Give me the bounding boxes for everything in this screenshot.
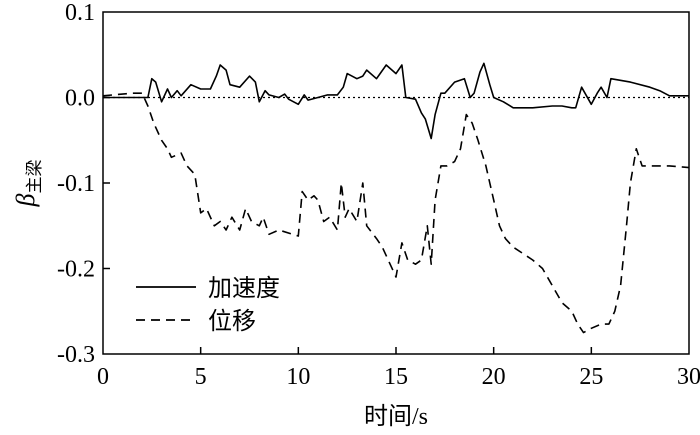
y-ticks: 0.1 0.0 -0.1 -0.2 -0.3 (57, 0, 110, 368)
legend-label-acceleration: 加速度 (208, 274, 280, 302)
legend: 加速度 位移 (136, 274, 280, 335)
series-layer (102, 62, 690, 334)
x-tick-label: 20 (482, 364, 506, 390)
y-tick-label: 0.0 (65, 86, 95, 112)
y-axis-label: β主梁 (11, 160, 45, 208)
plot-area: 0 5 10 15 20 25 30 0.1 0.0 -0.1 -0.2 -0.3 (57, 0, 700, 390)
x-tick-label: 5 (195, 364, 207, 390)
y-tick-label: -0.2 (57, 257, 95, 283)
x-tick-label: 30 (677, 364, 700, 390)
x-tick-label: 0 (97, 364, 109, 390)
y-tick-label: 0.1 (65, 0, 95, 26)
legend-label-displacement: 位移 (208, 307, 256, 335)
y-axis-label-main: β (11, 193, 40, 207)
x-ticks: 0 5 10 15 20 25 30 (97, 347, 700, 390)
plot-frame (102, 11, 690, 355)
y-tick-label: -0.3 (57, 342, 95, 368)
svg-text:β主梁: β主梁 (11, 160, 45, 208)
y-axis-label-sub: 主梁 (25, 160, 45, 194)
series-line-acceleration (103, 62, 689, 140)
x-tick-label: 15 (384, 364, 408, 390)
x-tick-label: 10 (286, 364, 310, 390)
x-tick-label: 25 (579, 364, 603, 390)
x-axis-label: 时间/s (364, 403, 428, 430)
series-line-displacement (102, 92, 690, 334)
y-tick-label: -0.1 (57, 171, 95, 197)
